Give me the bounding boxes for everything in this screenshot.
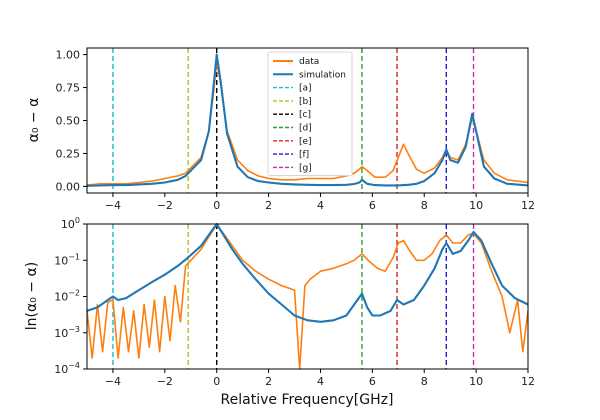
legend-entry-label: [a] — [299, 84, 312, 94]
bottom-series — [86, 222, 529, 370]
top-y-tick-label: 0.00 — [56, 180, 81, 193]
bot-x-tick-label: −4 — [105, 375, 121, 388]
legend-entry-label: [d] — [299, 124, 312, 134]
top-y-ticks: 0.00 0.25 0.50 0.75 1.00 — [56, 49, 87, 193]
bot-x-tick-label: 4 — [317, 375, 324, 388]
top-series-simulation — [86, 53, 529, 187]
top-y-tick-label: 1.00 — [56, 49, 81, 62]
bot-x-tick-label: 2 — [265, 375, 272, 388]
top-x-tick-label: −2 — [157, 199, 173, 212]
legend-entry-label: data — [299, 57, 319, 67]
bot-x-tick-label: 6 — [369, 375, 376, 388]
top-y-tick-label: 0.75 — [56, 82, 81, 95]
bottom-y-axis-label: ln(α₀ − α) — [24, 262, 40, 330]
bot-y-tick-label: 100 — [61, 216, 80, 231]
bot-x-tick-label: −2 — [157, 375, 173, 388]
bot-y-tick-label: 10−1 — [54, 252, 80, 267]
top-y-tick-label: 0.50 — [56, 115, 81, 128]
legend-entry-label: [e] — [299, 137, 312, 147]
top-x-tick-label: 2 — [265, 199, 272, 212]
legend-entry-label: [g] — [299, 163, 312, 173]
top-x-tick-label: 0 — [213, 199, 220, 212]
legend-entry-label: [b] — [299, 97, 312, 107]
bottom-x-ticks: −4 −2 0 2 4 6 8 10 12 — [105, 369, 535, 388]
legend-box — [267, 51, 353, 177]
bot-y-tick-label: 10−3 — [54, 325, 80, 340]
bot-x-tick-label: 8 — [421, 375, 428, 388]
top-y-tick-label: 0.25 — [56, 147, 81, 160]
top-x-tick-label: 8 — [421, 199, 428, 212]
top-x-tick-label: −4 — [105, 199, 121, 212]
top-x-tick-label: 10 — [469, 199, 483, 212]
bot-x-tick-label: 0 — [213, 375, 220, 388]
bot-x-tick-label: 10 — [469, 375, 483, 388]
x-axis-label: Relative Frequency[GHz] — [221, 392, 394, 408]
top-vlines — [112, 48, 475, 193]
bot-series-simulation — [86, 222, 529, 323]
bottom-panel: −4 −2 0 2 4 6 8 10 12 100 10−1 10−2 10−3 10−4 ln(α₀ … — [24, 216, 535, 408]
top-x-tick-label: 4 — [317, 199, 324, 212]
legend-entry-label: simulation — [299, 70, 346, 80]
bottom-y-ticks: 100 10−1 10−2 10−3 10−4 — [54, 216, 87, 376]
legend-entry-label: [f] — [299, 150, 309, 160]
bot-series-data — [86, 224, 529, 370]
bot-x-tick-label: 12 — [521, 375, 535, 388]
bot-y-tick-label: 10−2 — [54, 289, 80, 304]
legend-entry-label: [c] — [299, 110, 311, 120]
legend: data simulation [a] [b] [c] [d] [e] [f] [g] — [267, 51, 353, 177]
top-panel: −4 −2 0 2 4 6 8 10 12 0.00 0.25 0.50 0.75 1.00 α₀ − … — [26, 47, 535, 212]
bot-y-tick-label: 10−4 — [54, 361, 80, 376]
top-y-axis-label: α₀ − α — [26, 98, 42, 143]
bottom-vlines — [112, 224, 475, 369]
top-x-ticks: −4 −2 0 2 4 6 8 10 12 — [105, 193, 535, 212]
top-x-tick-label: 12 — [521, 199, 535, 212]
top-series — [86, 53, 529, 187]
top-x-tick-label: 6 — [369, 199, 376, 212]
